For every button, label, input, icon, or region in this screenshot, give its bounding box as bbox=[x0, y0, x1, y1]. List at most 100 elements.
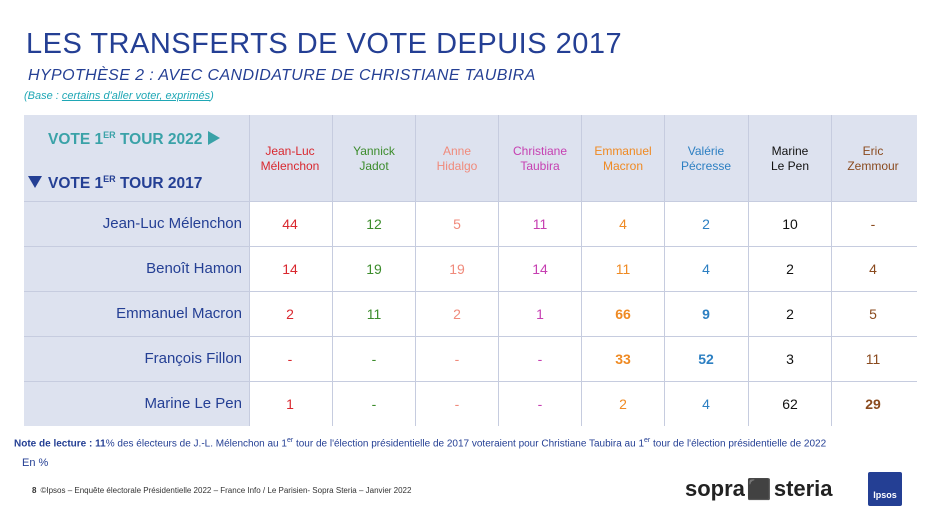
candidate-header-line1: Christiane bbox=[512, 144, 568, 158]
header-vote-2022: VOTE 1ER TOUR 2022 bbox=[48, 130, 221, 149]
reading-note-t2: tour de l'élection présidentielle de 201… bbox=[293, 438, 645, 450]
candidate-header: Yannick Jadot bbox=[333, 144, 415, 174]
table-column-divider bbox=[581, 115, 582, 426]
row-label: François Fillon bbox=[144, 350, 242, 367]
header-vote-2022-main: VOTE 1 bbox=[48, 131, 104, 149]
table-cell: - bbox=[371, 351, 377, 367]
table-cell: 12 bbox=[366, 216, 382, 232]
candidate-header-line1: Eric bbox=[862, 144, 884, 158]
table-cell: 11 bbox=[865, 351, 881, 367]
table-cell: 4 bbox=[619, 216, 627, 232]
reading-note-label: Note de lecture : bbox=[14, 438, 96, 450]
reading-note-pct: 11 bbox=[95, 438, 106, 450]
table-cell: 2 bbox=[786, 261, 794, 277]
candidate-header-line2: Taubira bbox=[520, 159, 560, 173]
table-column-divider bbox=[332, 115, 333, 426]
candidate-header-line1: Marine bbox=[771, 144, 809, 158]
table-cell: - bbox=[870, 216, 876, 232]
table-cell: 5 bbox=[869, 306, 877, 322]
table-cell: 11 bbox=[615, 261, 631, 277]
sopra-steria-logo: sopra ⬛steria bbox=[685, 476, 833, 502]
steria-text: steria bbox=[773, 476, 833, 501]
table-column-divider bbox=[498, 115, 499, 426]
base-suffix: ) bbox=[210, 90, 214, 102]
table-cell: 11 bbox=[532, 216, 548, 232]
reading-note-t3: tour de l'élection présidentielle de 202… bbox=[650, 438, 827, 450]
table-cell: 29 bbox=[865, 396, 881, 412]
table-cell: - bbox=[371, 396, 377, 412]
page-title: LES TRANSFERTS DE VOTE DEPUIS 2017 bbox=[26, 28, 623, 60]
base-link: certains d'aller voter, exprimés bbox=[61, 90, 211, 102]
table-cell: 10 bbox=[782, 216, 798, 232]
table-cell: 4 bbox=[869, 261, 877, 277]
header-vote-2022-sup: ER bbox=[103, 130, 116, 140]
table-cell: 2 bbox=[453, 306, 461, 322]
header-vote-2017-rest: TOUR 2017 bbox=[115, 175, 203, 193]
table-cell: 11 bbox=[366, 306, 382, 322]
table-cell: 5 bbox=[453, 216, 461, 232]
table-row-divider bbox=[24, 246, 917, 247]
table-cell: 14 bbox=[282, 261, 298, 277]
table-cell: - bbox=[454, 396, 460, 412]
table-cell: 3 bbox=[786, 351, 794, 367]
candidate-header-line2: Zemmour bbox=[847, 159, 899, 173]
candidate-header: Jean-Luc Mélenchon bbox=[249, 144, 331, 174]
row-label: Jean-Luc Mélenchon bbox=[102, 215, 242, 232]
candidate-header-line2: Pécresse bbox=[680, 159, 732, 173]
reading-note-sup2: er bbox=[644, 437, 651, 444]
candidate-header: Marine Le Pen bbox=[749, 144, 831, 174]
candidate-header-line1: Emmanuel bbox=[594, 144, 652, 158]
reading-note-t1: % des électeurs de J.-L. Mélenchon au 1 bbox=[105, 438, 287, 450]
table-cell: 62 bbox=[782, 396, 798, 412]
table-column-divider bbox=[249, 115, 250, 426]
candidate-header-line1: Yannick bbox=[353, 144, 395, 158]
candidate-header: Emmanuel Macron bbox=[582, 144, 664, 174]
unit-label: En % bbox=[22, 457, 49, 469]
candidate-header: Christiane Taubira bbox=[499, 144, 581, 174]
reading-note: Note de lecture : 11% des électeurs de J… bbox=[14, 437, 826, 449]
table-cell: 19 bbox=[366, 261, 382, 277]
candidate-header-line2: Le Pen bbox=[770, 159, 810, 173]
table-cell: 2 bbox=[286, 306, 294, 322]
table-cell: 1 bbox=[286, 396, 294, 412]
sopra-steria-mark-icon: ⬛ bbox=[746, 479, 772, 501]
arrow-down-icon bbox=[28, 176, 42, 189]
candidate-header: Anne Hidalgo bbox=[416, 144, 498, 174]
candidate-header-line1: Jean-Luc bbox=[265, 144, 315, 158]
table-row-divider bbox=[24, 381, 917, 382]
table-cell: - bbox=[537, 351, 543, 367]
candidate-header: Eric Zemmour bbox=[832, 144, 914, 174]
candidate-header-line2: Jadot bbox=[359, 159, 389, 173]
arrow-right-icon bbox=[208, 131, 221, 146]
table-cell: 2 bbox=[702, 216, 710, 232]
table-cell: 1 bbox=[536, 306, 544, 322]
table-column-divider bbox=[831, 115, 832, 426]
candidate-header-line2: Macron bbox=[602, 159, 643, 173]
header-vote-2017-main: VOTE 1 bbox=[48, 175, 104, 193]
table-cell: 52 bbox=[698, 351, 714, 367]
row-label: Marine Le Pen bbox=[144, 395, 242, 412]
table-row-divider bbox=[24, 291, 917, 292]
candidate-header: Valérie Pécresse bbox=[665, 144, 747, 174]
table-cell: - bbox=[287, 351, 293, 367]
header-vote-2017-sup: ER bbox=[103, 174, 116, 184]
table-data-area bbox=[249, 201, 917, 426]
table-cell: 66 bbox=[615, 306, 631, 322]
candidate-header-line2: Hidalgo bbox=[436, 159, 478, 173]
table-row-divider bbox=[24, 201, 917, 202]
table-column-divider bbox=[748, 115, 749, 426]
table-cell: 2 bbox=[786, 306, 794, 322]
ipsos-text: Ipsos bbox=[873, 490, 897, 500]
base-prefix: (Base : bbox=[24, 90, 62, 102]
vote-transfer-table: VOTE 1ER TOUR 2022 VOTE 1ER TOUR 2017 Je… bbox=[24, 115, 917, 426]
table-column-divider bbox=[415, 115, 416, 426]
header-vote-2017: VOTE 1ER TOUR 2017 bbox=[28, 174, 202, 193]
table-cell: 9 bbox=[702, 306, 710, 322]
page-subtitle: HYPOTHÈSE 2 : AVEC CANDIDATURE DE CHRIST… bbox=[28, 67, 536, 84]
table-cell: 14 bbox=[532, 261, 548, 277]
table-cell: 44 bbox=[282, 216, 298, 232]
candidate-header-line2: Mélenchon bbox=[260, 159, 320, 173]
footer-text: ©Ipsos – Enquête électorale Présidentiel… bbox=[40, 486, 412, 495]
row-label: Emmanuel Macron bbox=[116, 305, 242, 322]
row-label: Benoît Hamon bbox=[146, 260, 242, 277]
